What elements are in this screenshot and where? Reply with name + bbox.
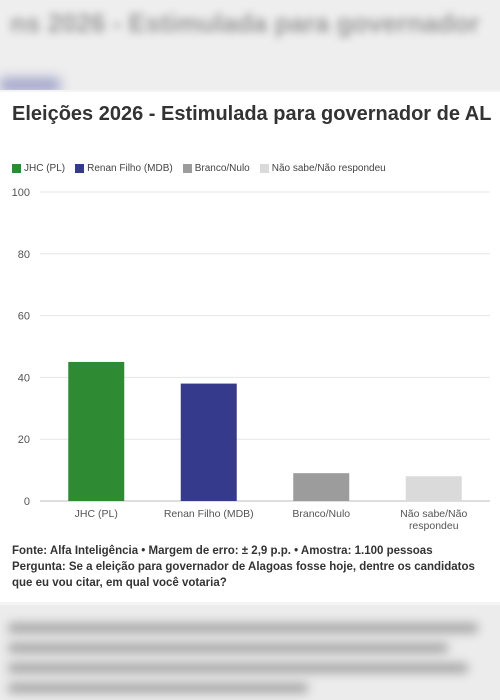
- y-tick-label: 0: [24, 496, 30, 508]
- chart-footer: Fonte: Alfa Inteligência • Margem de err…: [12, 543, 492, 591]
- chart-card: Eleições 2026 - Estimulada para governad…: [0, 92, 500, 602]
- legend-label-branco: Branco/Nulo: [194, 163, 250, 174]
- y-tick-label: 60: [18, 311, 30, 323]
- blurred-text-line: [8, 683, 308, 693]
- x-tick-label: JHC (PL): [75, 508, 118, 520]
- bar-chart-plot: 0 20 40 60 80 100 JHC (PL) Renan Filho (MDB) Bra…: [12, 187, 490, 532]
- bar: [405, 476, 462, 501]
- x-tick-label: Renan Filho (MDB): [164, 508, 254, 520]
- legend-swatch-nao-sabe: [259, 164, 269, 173]
- x-tick-label: respondeu: [409, 520, 459, 532]
- blurred-text-line: [8, 623, 478, 633]
- legend-swatch-branco: [182, 164, 192, 173]
- bar: [68, 361, 125, 501]
- x-tick-label: Branco/Nulo: [292, 508, 350, 520]
- y-tick-label: 40: [18, 372, 30, 384]
- bar: [180, 383, 237, 501]
- legend-item-nao-sabe: Não sabe/Não respondeu: [259, 163, 386, 174]
- legend-label-jhc: JHC (PL): [24, 163, 66, 174]
- chart-title: Eleições 2026 - Estimulada para governad…: [12, 103, 492, 125]
- bar: [293, 473, 350, 501]
- blurred-text-line: [8, 643, 448, 653]
- chart-legend: JHC (PL) Renan Filho (MDB) Branco/Nulo N…: [12, 163, 386, 174]
- blurred-article-background: [0, 605, 500, 700]
- y-tick-label: 80: [18, 249, 30, 261]
- legend-item-branco: Branco/Nulo: [182, 163, 250, 174]
- legend-label-renan: Renan Filho (MDB): [87, 163, 173, 174]
- blurred-headline: ns 2026 - Estimulada para governador: [10, 8, 480, 38]
- blurred-text-line: [8, 663, 468, 673]
- legend-label-nao-sabe: Não sabe/Não respondeu: [271, 163, 386, 174]
- legend-item-jhc: JHC (PL): [12, 163, 65, 174]
- footer-source: Fonte: Alfa Inteligência • Margem de err…: [12, 545, 433, 557]
- legend-item-renan: Renan Filho (MDB): [75, 163, 173, 174]
- y-tick-label: 100: [12, 187, 30, 199]
- legend-swatch-jhc: [12, 164, 21, 173]
- blurred-header-background: ns 2026 - Estimulada para governador: [0, 0, 500, 90]
- legend-swatch-renan: [75, 164, 85, 173]
- x-tick-label: Não sabe/Não: [400, 508, 467, 520]
- y-tick-label: 20: [18, 434, 30, 446]
- footer-question: Pergunta: Se a eleição para governador d…: [12, 561, 475, 589]
- blurred-accent: [0, 78, 60, 90]
